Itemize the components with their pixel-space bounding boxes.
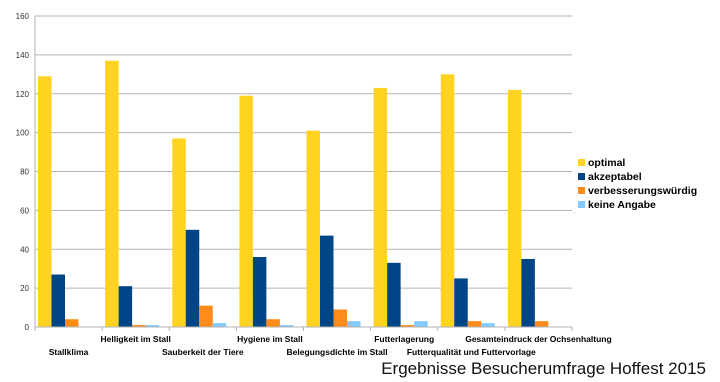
- bar-verbesserungsw-rdig: [400, 325, 415, 327]
- legend-swatch: [578, 201, 585, 208]
- x-category-label: Sauberkeit der Tiere: [162, 347, 244, 357]
- bar-akzeptabel: [521, 258, 535, 327]
- y-axis-ticks: 0 20 40 60 80 100 120 140 160: [16, 12, 30, 332]
- bar-verbesserungsw-rdig: [534, 321, 549, 327]
- bars: [38, 60, 549, 328]
- y-tick-label: 0: [25, 323, 30, 332]
- legend: optimal akzeptabel verbesserungswürdig kein…: [578, 157, 697, 211]
- y-tick-label: 20: [20, 284, 29, 293]
- bar-verbesserungsw-rdig: [199, 305, 213, 327]
- bar-akzeptabel: [320, 235, 334, 327]
- bar-akzeptabel: [185, 229, 200, 327]
- bar-optimal: [373, 87, 388, 327]
- x-category-label: Belegungsdichte im Stall: [287, 347, 388, 357]
- bar-optimal: [440, 74, 455, 327]
- x-category-label: Stallklima: [49, 347, 89, 357]
- legend-label: verbesserungswürdig: [588, 185, 697, 197]
- bar-verbesserungsw-rdig: [266, 319, 280, 327]
- bar-keine-angabe: [145, 325, 160, 327]
- bar-akzeptabel: [118, 286, 133, 327]
- bar-akzeptabel: [252, 257, 267, 327]
- y-tick-label: 140: [16, 51, 30, 60]
- legend-swatch: [578, 187, 585, 194]
- category-labels: Stallklima Helligkeit im Stall Sauberkeit …: [49, 334, 612, 357]
- legend-swatch: [578, 159, 585, 166]
- bar-optimal: [507, 89, 522, 327]
- bar-keine-angabe: [414, 321, 428, 327]
- x-category-label: Hygiene im Stall: [237, 334, 303, 344]
- bar-keine-angabe: [347, 321, 361, 327]
- x-category-label: Gesamteindruck der Ochsenhaltung: [465, 334, 611, 344]
- bar-verbesserungsw-rdig: [333, 309, 347, 327]
- y-tick-label: 160: [16, 12, 30, 21]
- y-tick-label: 120: [16, 90, 30, 99]
- axes: [34, 16, 573, 331]
- bar-optimal: [172, 138, 186, 327]
- bar-akzeptabel: [454, 278, 468, 327]
- y-tick-label: 60: [20, 206, 29, 215]
- legend-label: akzeptabel: [588, 171, 642, 183]
- bar-optimal: [239, 95, 253, 327]
- x-category-label: Futterqualität und Futtervorlage: [407, 347, 536, 357]
- x-category-label: Helligkeit im Stall: [100, 334, 170, 344]
- bar-optimal: [306, 130, 320, 327]
- y-tick-label: 100: [16, 129, 30, 138]
- y-tick-label: 40: [20, 245, 29, 254]
- bar-verbesserungsw-rdig: [132, 325, 146, 327]
- x-category-label: Futterlagerung: [374, 334, 434, 344]
- bar-keine-angabe: [481, 323, 495, 327]
- bar-akzeptabel: [51, 274, 65, 327]
- bar-verbesserungsw-rdig: [467, 321, 482, 327]
- bar-optimal: [105, 60, 119, 328]
- y-tick-label: 80: [20, 168, 29, 177]
- bar-verbesserungsw-rdig: [65, 319, 79, 327]
- legend-swatch: [578, 173, 585, 180]
- chart-caption: Ergebnisse Besucherumfrage Hoffest 2015: [381, 359, 706, 378]
- bar-keine-angabe: [279, 325, 294, 327]
- legend-label: keine Angabe: [588, 199, 656, 211]
- bar-akzeptabel: [387, 262, 401, 327]
- bar-optimal: [38, 76, 52, 327]
- bar-keine-angabe: [212, 323, 227, 327]
- legend-label: optimal: [588, 157, 625, 169]
